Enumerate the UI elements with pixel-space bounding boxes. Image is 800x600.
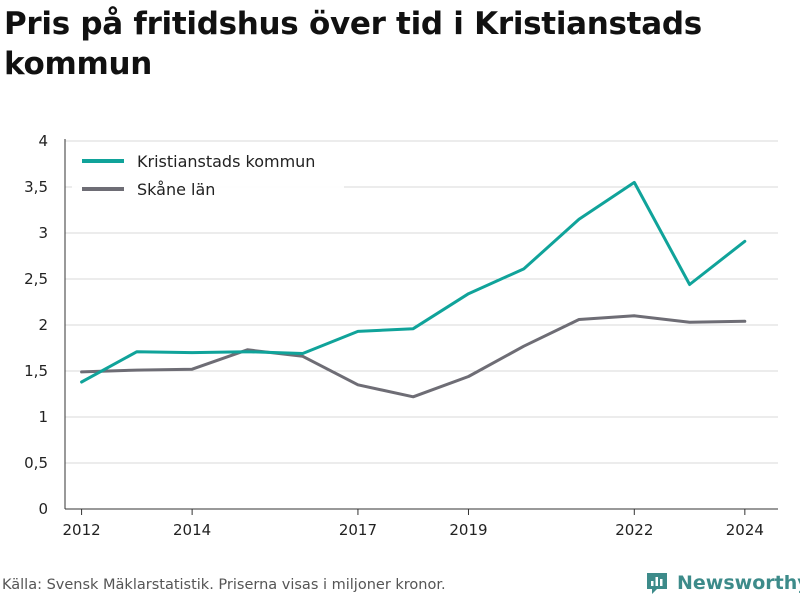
newsworthy-logo-icon	[647, 573, 667, 594]
y-tick-label: 2	[38, 316, 48, 334]
series-lines	[80, 180, 747, 399]
brand-logo: Newsworthy	[645, 568, 800, 598]
x-tick-label: 2019	[449, 521, 487, 539]
axes: 0 0,5 1 1,5 2 2,5 3 3,5 4 2012 2014 2017 2019 2022 202…	[24, 132, 778, 539]
series-line-1	[80, 180, 747, 384]
y-tick-label: 4	[38, 132, 48, 150]
chart-title: Pris på fritidshus över tid i Kristianst…	[4, 6, 702, 82]
x-tick-label: 2022	[615, 521, 653, 539]
x-tick-label: 2014	[173, 521, 211, 539]
legend-label: Skåne län	[137, 180, 215, 199]
x-tick-label: 2024	[726, 521, 764, 539]
series-line-2	[80, 314, 747, 399]
x-tick-label: 2017	[339, 521, 377, 539]
legend-label: Kristianstads kommun	[137, 152, 315, 171]
y-tick-label: 0,5	[24, 454, 48, 472]
brand-name: Newsworthy	[677, 572, 800, 594]
legend-background	[72, 147, 344, 203]
y-tick-label: 3	[38, 224, 48, 242]
y-tick-label: 2,5	[24, 270, 48, 288]
legend: Kristianstads kommun Skåne län	[72, 147, 344, 203]
y-tick-label: 3,5	[24, 178, 48, 196]
y-tick-label: 1,5	[24, 362, 48, 380]
source-note: Källa: Svensk Mäklarstatistik. Priserna …	[2, 577, 446, 593]
x-tick-label: 2012	[62, 521, 100, 539]
grid-lines	[65, 140, 778, 464]
y-tick-label: 1	[38, 408, 48, 426]
y-tick-label: 0	[38, 500, 48, 518]
